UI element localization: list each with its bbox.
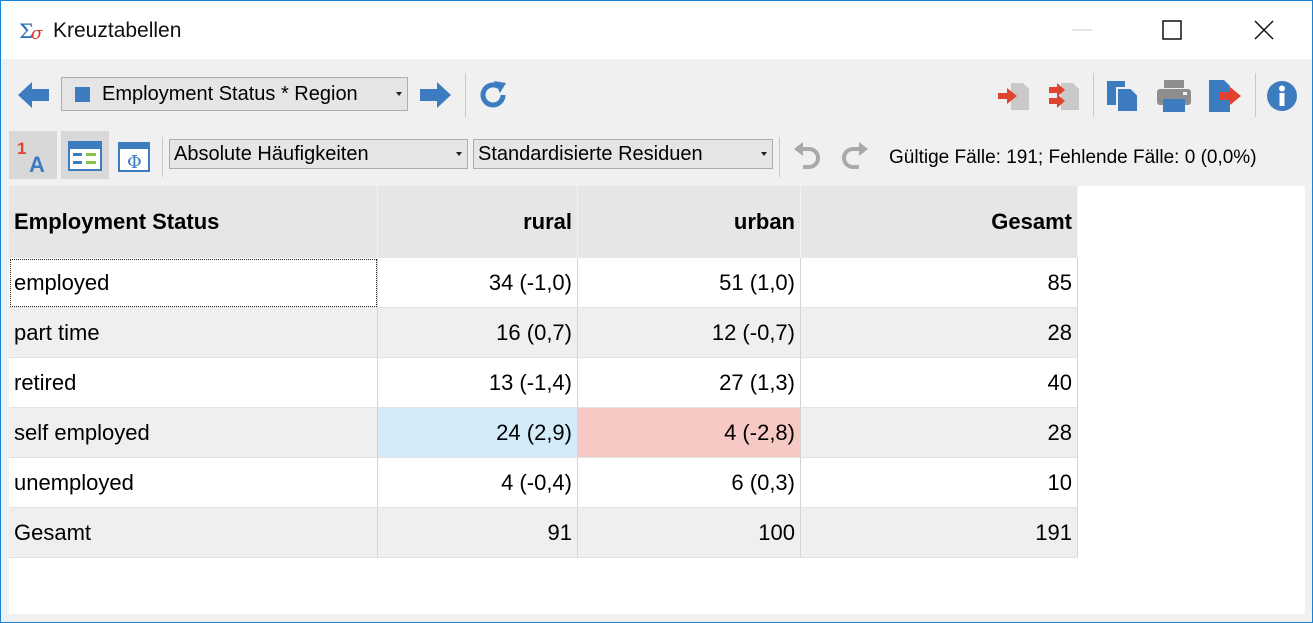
undo-icon[interactable] xyxy=(793,141,821,171)
table-cell[interactable]: 85 xyxy=(801,258,1078,308)
table-layout-icon xyxy=(68,141,102,171)
table-header-row: Employment Status rural urban Gesamt xyxy=(9,186,1078,258)
table-cell[interactable]: 91 xyxy=(378,508,578,558)
table-cell[interactable]: 12 (-0,7) xyxy=(578,308,801,358)
table-cell[interactable]: 16 (0,7) xyxy=(378,308,578,358)
table-square-icon xyxy=(75,87,90,102)
print-icon[interactable] xyxy=(1156,79,1192,113)
table-cell[interactable]: 28 xyxy=(801,408,1078,458)
table-selector-combo[interactable]: Employment Status * Region xyxy=(61,77,408,111)
table-cell[interactable]: 10 xyxy=(801,458,1078,508)
row-label-cell[interactable]: employed xyxy=(9,258,378,308)
svg-text:Σ: Σ xyxy=(19,19,33,43)
svg-text:1: 1 xyxy=(17,139,26,158)
toolbar-separator xyxy=(465,73,466,117)
row-label-cell[interactable]: retired xyxy=(9,358,378,408)
table-cell-negative-residual[interactable]: 4 (-2,8) xyxy=(578,408,801,458)
label-format-icon: 1 A xyxy=(17,139,45,175)
svg-text:σ: σ xyxy=(31,24,43,44)
table-row: self employed 24 (2,9) 4 (-2,8) 28 xyxy=(9,408,1078,458)
minimize-icon xyxy=(1072,29,1092,31)
table-cell[interactable]: 28 xyxy=(801,308,1078,358)
chevron-down-icon xyxy=(396,92,402,96)
export-icon[interactable] xyxy=(1047,81,1081,111)
sigma-icon: Σ σ xyxy=(19,19,43,44)
table-cell[interactable]: 100 xyxy=(578,508,801,558)
svg-text:A: A xyxy=(29,152,45,175)
column-header[interactable]: Employment Status xyxy=(9,186,378,258)
column-header[interactable]: rural xyxy=(378,186,578,258)
toolbar-separator xyxy=(1255,73,1256,117)
row-label-cell[interactable]: Gesamt xyxy=(9,508,378,558)
title-bar: Σ σ Kreuztabellen xyxy=(1,1,1312,59)
residual-mode-combo[interactable]: Standardisierte Residuen xyxy=(473,139,773,169)
table-row: part time 16 (0,7) 12 (-0,7) 28 xyxy=(9,308,1078,358)
format-toolbar: 1 A Φ Absolute Häufigkeiten Sta xyxy=(1,129,1312,185)
table-cell[interactable]: 4 (-0,4) xyxy=(378,458,578,508)
residual-mode-value: Standardisierte Residuen xyxy=(478,143,703,165)
table-cell[interactable]: 34 (-1,0) xyxy=(378,258,578,308)
table-selector-value: Employment Status * Region xyxy=(102,83,358,105)
crosstab-table: Employment Status rural urban Gesamt emp… xyxy=(9,186,1305,614)
import-icon[interactable] xyxy=(997,81,1031,111)
label-format-button[interactable]: 1 A xyxy=(9,131,57,179)
table-row: retired 13 (-1,4) 27 (1,3) 40 xyxy=(9,358,1078,408)
display-mode-combo[interactable]: Absolute Häufigkeiten xyxy=(169,139,468,169)
table-row: unemployed 4 (-0,4) 6 (0,3) 10 xyxy=(9,458,1078,508)
svg-text:Φ: Φ xyxy=(127,152,142,172)
info-icon[interactable] xyxy=(1266,80,1298,112)
chevron-down-icon xyxy=(761,152,767,156)
row-label-cell[interactable]: self employed xyxy=(9,408,378,458)
minimize-button[interactable] xyxy=(1059,1,1105,59)
arrow-right-icon[interactable] xyxy=(420,81,452,109)
close-icon xyxy=(1254,20,1274,40)
arrow-left-icon[interactable] xyxy=(18,81,50,109)
table-cell[interactable]: 191 xyxy=(801,508,1078,558)
window-title: Kreuztabellen xyxy=(53,19,182,42)
row-label-cell[interactable]: unemployed xyxy=(9,458,378,508)
chevron-down-icon xyxy=(456,152,462,156)
table-cell[interactable]: 40 xyxy=(801,358,1078,408)
redo-icon[interactable] xyxy=(841,141,869,171)
main-toolbar: Employment Status * Region xyxy=(1,59,1312,129)
phi-icon[interactable]: Φ xyxy=(118,142,150,172)
column-header[interactable]: urban xyxy=(578,186,801,258)
column-header[interactable]: Gesamt xyxy=(801,186,1078,258)
table-cell[interactable]: 51 (1,0) xyxy=(578,258,801,308)
table-cell[interactable]: 6 (0,3) xyxy=(578,458,801,508)
table-total-row: Gesamt 91 100 191 xyxy=(9,508,1078,558)
toolbar-separator xyxy=(162,137,163,177)
copy-icon[interactable] xyxy=(1105,79,1139,113)
display-mode-value: Absolute Häufigkeiten xyxy=(174,143,369,165)
toolbar-separator xyxy=(1093,73,1094,117)
maximize-icon xyxy=(1162,20,1182,40)
send-icon[interactable] xyxy=(1208,79,1242,113)
table-layout-button[interactable] xyxy=(61,131,109,179)
table-cell[interactable]: 27 (1,3) xyxy=(578,358,801,408)
toolbar-separator xyxy=(779,137,780,177)
refresh-icon[interactable] xyxy=(477,79,509,111)
table-cell-positive-residual[interactable]: 24 (2,9) xyxy=(378,408,578,458)
maximize-button[interactable] xyxy=(1149,1,1195,59)
row-label-cell[interactable]: part time xyxy=(9,308,378,358)
table-row: employed 34 (-1,0) 51 (1,0) 85 xyxy=(9,258,1078,308)
close-button[interactable] xyxy=(1241,1,1287,59)
table-cell[interactable]: 13 (-1,4) xyxy=(378,358,578,408)
case-count-status: Gültige Fälle: 191; Fehlende Fälle: 0 (0… xyxy=(889,147,1257,168)
